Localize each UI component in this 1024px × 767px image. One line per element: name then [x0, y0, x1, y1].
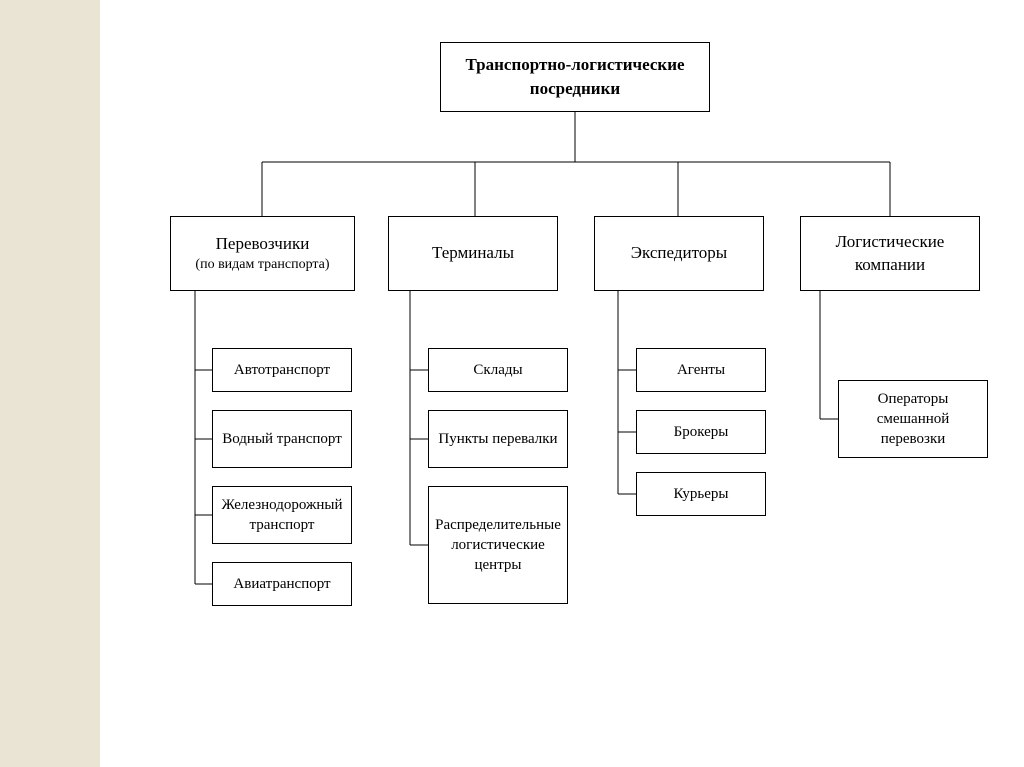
- root-title-line1: Транспортно-логистические: [465, 53, 684, 77]
- category-title: Экспедиторы: [631, 242, 727, 265]
- root-title-line2: посредники: [530, 77, 620, 101]
- leaf-label: Агенты: [677, 360, 725, 380]
- leaf-forwarders-2: Курьеры: [636, 472, 766, 516]
- leaf-label: Авиатранспорт: [233, 574, 330, 594]
- category-title: Терминалы: [432, 242, 514, 265]
- leaf-carriers-3: Авиатранспорт: [212, 562, 352, 606]
- leaf-terminals-2: Распределительные логистические центры: [428, 486, 568, 604]
- leaf-label: Пункты перевалки: [438, 429, 557, 449]
- category-title: Логистические компании: [807, 231, 973, 277]
- leaf-label: Брокеры: [674, 422, 729, 442]
- category-subtitle: (по видам транспорта): [195, 256, 329, 275]
- left-sidebar: [0, 0, 100, 767]
- leaf-carriers-2: Железнодорожный транспорт: [212, 486, 352, 544]
- leaf-carriers-0: Автотранспорт: [212, 348, 352, 392]
- leaf-label: Водный транспорт: [222, 429, 342, 449]
- leaf-label: Автотранспорт: [234, 360, 330, 380]
- leaf-logcompanies-0: Операторы смешанной перевозки: [838, 380, 988, 458]
- leaf-label: Распределительные логистические центры: [435, 515, 561, 576]
- leaf-label: Курьеры: [674, 484, 729, 504]
- leaf-carriers-1: Водный транспорт: [212, 410, 352, 468]
- category-terminals: Терминалы: [388, 216, 558, 291]
- leaf-label: Склады: [473, 360, 522, 380]
- category-carriers: Перевозчики(по видам транспорта): [170, 216, 355, 291]
- category-title: Перевозчики: [216, 233, 310, 256]
- leaf-label: Операторы смешанной перевозки: [845, 389, 981, 450]
- root-node: Транспортно-логистические посредники: [440, 42, 710, 112]
- category-forwarders: Экспедиторы: [594, 216, 764, 291]
- leaf-terminals-1: Пункты перевалки: [428, 410, 568, 468]
- leaf-forwarders-1: Брокеры: [636, 410, 766, 454]
- leaf-forwarders-0: Агенты: [636, 348, 766, 392]
- category-logcompanies: Логистические компании: [800, 216, 980, 291]
- leaf-terminals-0: Склады: [428, 348, 568, 392]
- leaf-label: Железнодорожный транспорт: [219, 495, 345, 536]
